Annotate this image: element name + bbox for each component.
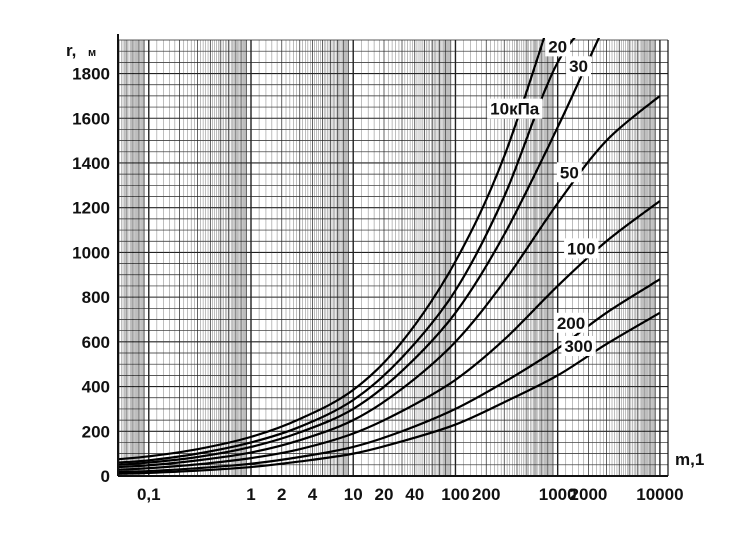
series-curve: [118, 200, 661, 471]
series-curve: [118, 95, 661, 469]
y-tick-label: 200: [82, 422, 110, 441]
series-label: 300: [564, 337, 592, 356]
x-tick-label: 0,1: [137, 485, 161, 504]
series-label: 20: [548, 37, 567, 56]
series-label: 200: [557, 314, 585, 333]
x-axis-title: m,1: [675, 450, 704, 469]
tick-labels: 0 200 400 600 800 1000 1200 1400 1600 1800 0,1 1 2 4 1…: [72, 65, 683, 504]
x-tick-label: 40: [405, 485, 424, 504]
series-label-background: [545, 36, 571, 57]
series-curve: [118, 311, 661, 475]
series-label-background: [556, 162, 582, 183]
series-curve: [118, 38, 546, 461]
series-curve: [118, 38, 576, 464]
y-tick-label: 1000: [72, 243, 110, 262]
x-tick-label: 100: [441, 485, 469, 504]
x-tick-label: 1000: [539, 485, 577, 504]
x-tick-label: 10: [344, 485, 363, 504]
grid-lines: [117, 39, 669, 477]
x-tick-label: 4: [308, 485, 318, 504]
series-label-background: [561, 335, 596, 356]
series-curve: [118, 38, 601, 466]
series-label: 100: [567, 239, 595, 258]
x-tick-label: 2000: [570, 485, 608, 504]
y-axis-title: r,: [66, 41, 76, 60]
x-tick-label: 200: [472, 485, 500, 504]
series-label-background: [564, 238, 599, 259]
y-tick-label: 1400: [72, 154, 110, 173]
series-label: 30: [569, 57, 588, 76]
series-label-background: [487, 98, 543, 119]
y-tick-label: 600: [82, 333, 110, 352]
series-curves: [118, 38, 661, 475]
x-tick-label: 20: [375, 485, 394, 504]
x-tick-label: 10000: [636, 485, 683, 504]
x-tick-label: 2: [277, 485, 286, 504]
series-label-background: [566, 56, 592, 77]
y-tick-label: 800: [82, 288, 110, 307]
y-axis-unit: м: [88, 47, 96, 59]
series-label: 50: [560, 163, 579, 182]
axes: [117, 34, 669, 477]
y-tick-label: 1600: [72, 109, 110, 128]
y-tick-label: 0: [101, 467, 110, 486]
series-label-background: [553, 312, 589, 333]
y-tick-label: 1800: [72, 65, 110, 84]
series-label: 10кПа: [490, 100, 540, 119]
y-tick-label: 1200: [72, 199, 110, 218]
x-tick-label: 1: [246, 485, 255, 504]
axis-titles: r, м m,1: [66, 41, 704, 469]
y-tick-label: 400: [82, 378, 110, 397]
